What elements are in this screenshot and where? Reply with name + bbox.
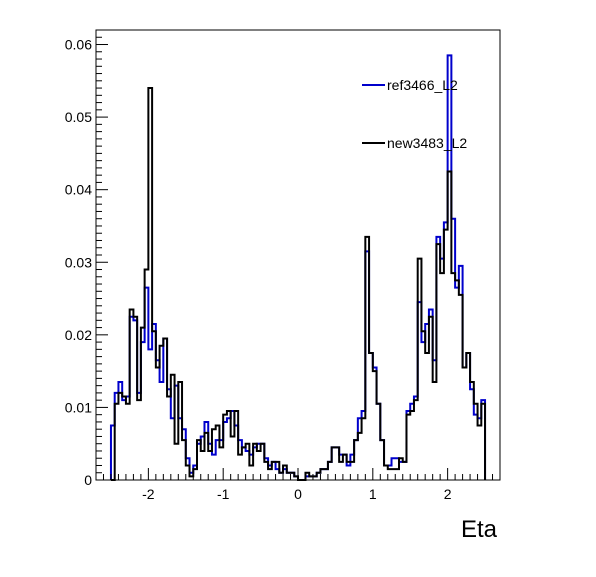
y-axis: 0 0.01 0.02 0.03 0.04 0.05 0.06 bbox=[65, 37, 108, 488]
legend-label-ref3466: ref3466_L2 bbox=[387, 77, 458, 93]
legend: ref3466_L2 new3483_L2 bbox=[362, 77, 467, 151]
x-tick-label: 0 bbox=[294, 486, 302, 502]
x-tick-label: 2 bbox=[444, 486, 452, 502]
y-tick-label: 0 bbox=[84, 472, 92, 488]
y-tick-label: 0.04 bbox=[65, 182, 92, 198]
y-tick-label: 0.06 bbox=[65, 37, 92, 53]
x-tick-label: 1 bbox=[369, 486, 377, 502]
x-tick-label: -1 bbox=[217, 486, 230, 502]
series-layer bbox=[109, 54, 487, 481]
series-new3483_L2 bbox=[110, 87, 487, 481]
y-tick-label: 0.02 bbox=[65, 327, 92, 343]
x-tick-label: -2 bbox=[142, 486, 155, 502]
y-tick-label: 0.03 bbox=[65, 254, 92, 270]
y-tick-label: 0.05 bbox=[65, 109, 92, 125]
legend-label-new3483: new3483_L2 bbox=[387, 135, 467, 151]
x-axis: -2 -1 0 1 2 bbox=[102, 468, 494, 502]
x-axis-title: Eta bbox=[461, 516, 498, 543]
y-tick-label: 0.01 bbox=[65, 399, 92, 415]
